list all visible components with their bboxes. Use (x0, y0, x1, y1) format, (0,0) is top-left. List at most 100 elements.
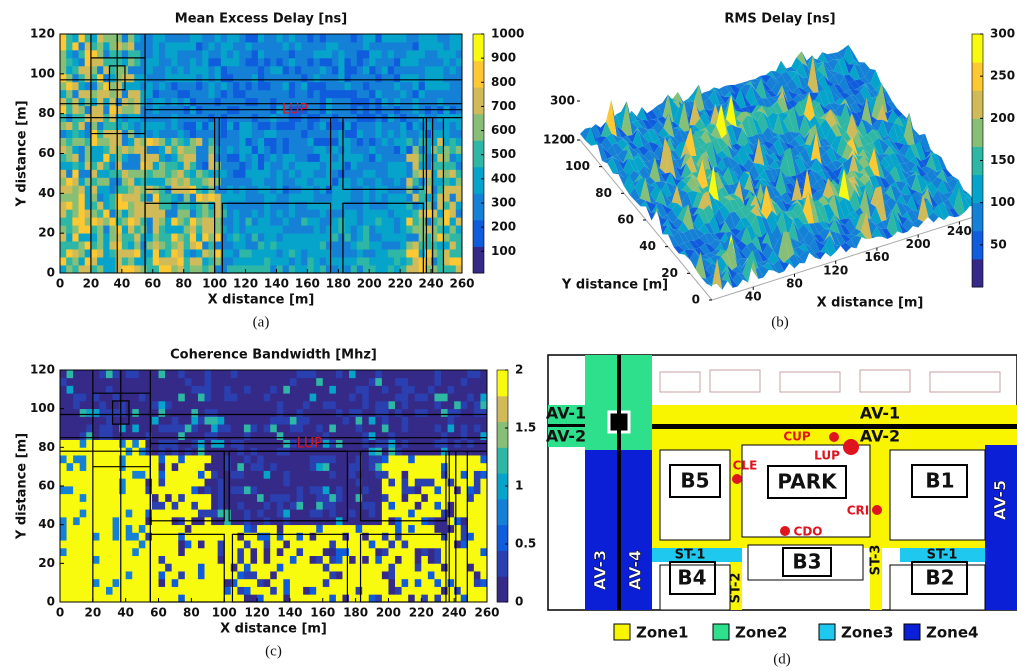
heatmap-cell (257, 478, 264, 486)
heatmap-cell (202, 201, 209, 209)
heatmap-cell (406, 265, 413, 273)
heatmap-cell (264, 540, 271, 548)
heatmap-cell (231, 494, 238, 502)
heatmap-cell (109, 138, 116, 146)
heatmap-cell (86, 494, 93, 502)
heatmap-cell (126, 494, 133, 502)
heatmap-cell (303, 409, 310, 417)
heatmap-cell (362, 471, 369, 479)
colorbar-band (473, 140, 484, 167)
heatmap-cell (329, 455, 336, 463)
heatmap-cell (93, 385, 100, 393)
heatmap-cell (159, 385, 166, 393)
colorbar-band (972, 34, 983, 63)
heatmap-cell (211, 532, 218, 540)
heatmap-cell (323, 509, 330, 517)
heatmap-cell (190, 177, 197, 185)
heatmap-cell (211, 463, 218, 471)
heatmap-cell (295, 265, 302, 273)
heatmap-cell (172, 532, 179, 540)
heatmap-cell (349, 455, 356, 463)
heatmap-cell (307, 90, 314, 98)
heatmap-cell (296, 370, 303, 378)
heatmap-cell (303, 401, 310, 409)
heatmap-cell (93, 594, 100, 602)
heatmap-cell (196, 98, 203, 106)
heatmap-cell (316, 556, 323, 564)
heatmap-cell (251, 409, 258, 417)
heatmap-cell (344, 66, 351, 74)
heatmap-cell (91, 161, 98, 169)
heatmap-cell (73, 525, 80, 533)
heatmap-cell (215, 66, 222, 74)
heatmap-cell (190, 265, 197, 273)
heatmap-cell (205, 509, 212, 517)
heatmap-cell (351, 50, 358, 58)
heatmap-cell (406, 82, 413, 90)
heatmap-cell (152, 540, 159, 548)
heatmap-cell (351, 154, 358, 162)
heatmap-cell (231, 424, 238, 432)
heatmap-cell (382, 540, 389, 548)
heatmap-cell (67, 486, 74, 494)
heatmap-cell (342, 494, 349, 502)
heatmap-cell (196, 122, 203, 130)
heatmap-cell (329, 471, 336, 479)
heatmap-cell (316, 594, 323, 602)
heatmap-cell (66, 122, 73, 130)
heatmap-cell (109, 161, 116, 169)
heatmap-cell (296, 416, 303, 424)
heatmap-cell (244, 486, 251, 494)
divider (617, 355, 621, 610)
heatmap-cell (224, 571, 231, 579)
heatmap-cell (202, 34, 209, 42)
heatmap-cell (369, 201, 376, 209)
heatmap-cell (388, 393, 395, 401)
heatmap-cell (190, 209, 197, 217)
heatmap-cell (224, 525, 231, 533)
heatmap-cell (152, 393, 159, 401)
heatmap-cell (357, 74, 364, 82)
heatmap-cell (310, 532, 317, 540)
heatmap-cell (314, 82, 321, 90)
heatmap-cell (184, 122, 191, 130)
heatmap-cell (264, 201, 271, 209)
heatmap-cell (202, 130, 209, 138)
heatmap-cell (147, 122, 154, 130)
heatmap-cell (215, 177, 222, 185)
heatmap-cell (185, 501, 192, 509)
heatmap-cell (264, 424, 271, 432)
heatmap-cell (196, 169, 203, 177)
heatmap-cell (190, 161, 197, 169)
heatmap-cell (349, 471, 356, 479)
heatmap-cell (198, 501, 205, 509)
heatmap-cell (402, 494, 409, 502)
heatmap-cell (375, 66, 382, 74)
heatmap-cell (196, 217, 203, 225)
heatmap-cell (326, 265, 333, 273)
heatmap-cell (283, 416, 290, 424)
heatmap-cell (289, 265, 296, 273)
heatmap-cell (126, 471, 133, 479)
heatmap-cell (336, 471, 343, 479)
heatmap-cell (388, 424, 395, 432)
heatmap-cell (388, 241, 395, 249)
heatmap-cell (171, 241, 178, 249)
heatmap-cell (97, 241, 104, 249)
heatmap-cell (221, 34, 228, 42)
heatmap-cell (152, 548, 159, 556)
heatmap-cell (400, 130, 407, 138)
colorbar-band (473, 246, 484, 273)
heatmap-cell (128, 74, 135, 82)
heatmap-cell (326, 90, 333, 98)
heatmap-cell (159, 548, 166, 556)
heatmap-cell (134, 90, 141, 98)
heatmap-cell (336, 587, 343, 595)
heatmap-cell (283, 90, 290, 98)
heatmap-cell (171, 177, 178, 185)
heatmap-cell (362, 587, 369, 595)
heatmap-cell (60, 98, 67, 106)
heatmap-cell (388, 74, 395, 82)
heatmap-cell (251, 471, 258, 479)
heatmap-cell (369, 509, 376, 517)
